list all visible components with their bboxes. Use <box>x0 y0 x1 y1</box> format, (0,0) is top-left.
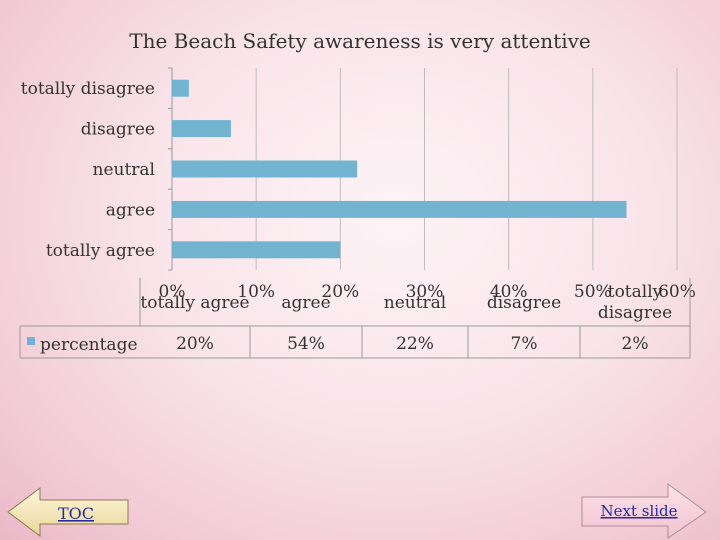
gridlines <box>168 67 678 271</box>
next-slide-label: Next slide <box>600 502 677 520</box>
table-header: neutral <box>384 293 447 313</box>
bar <box>172 79 189 97</box>
table-header: totally agree <box>140 293 249 313</box>
category-label: totally agree <box>46 241 155 261</box>
table-value: 54% <box>287 334 325 354</box>
bars <box>172 79 627 259</box>
table-value: 7% <box>511 334 538 354</box>
table-header: agree <box>281 293 330 313</box>
next-arrow-icon <box>581 483 707 539</box>
x-tick-label: 0% <box>159 282 186 302</box>
table-value: 2% <box>622 334 649 354</box>
category-label: neutral <box>93 160 156 180</box>
chart-title: The Beach Safety awareness is very atten… <box>129 29 590 53</box>
next-slide-button[interactable]: Next slide <box>581 483 707 539</box>
toc-button-label: TOC <box>58 504 94 523</box>
table-value: 22% <box>396 334 434 354</box>
table-header: disagree <box>487 293 561 313</box>
x-tick-label: 10% <box>237 282 275 302</box>
category-labels: totally disagree disagree neutral agree tota… <box>21 79 155 261</box>
table-header: totally disagree <box>598 282 672 323</box>
category-label: disagree <box>81 120 155 140</box>
x-tick-label: 50% <box>574 282 612 302</box>
x-tick-label: 20% <box>321 282 359 302</box>
legend-swatch <box>27 337 35 345</box>
x-tick-label: 60% <box>658 282 696 302</box>
table-value: 20% <box>176 334 214 354</box>
bar <box>172 120 231 138</box>
data-table: percentage totally agree agree neutral disa… <box>19 278 691 359</box>
toc-button[interactable]: TOC <box>7 487 129 537</box>
category-label: totally disagree <box>21 79 155 99</box>
legend-label: percentage <box>40 335 138 355</box>
bar <box>172 241 341 259</box>
x-tick-label: 30% <box>406 282 444 302</box>
category-label: agree <box>106 200 155 220</box>
x-tick-labels: 0% 10% 20% 30% 40% 50% 60% <box>159 282 696 302</box>
x-tick-label: 40% <box>490 282 528 302</box>
bar <box>172 200 627 218</box>
bar <box>172 160 358 178</box>
toc-arrow-icon <box>7 487 129 537</box>
